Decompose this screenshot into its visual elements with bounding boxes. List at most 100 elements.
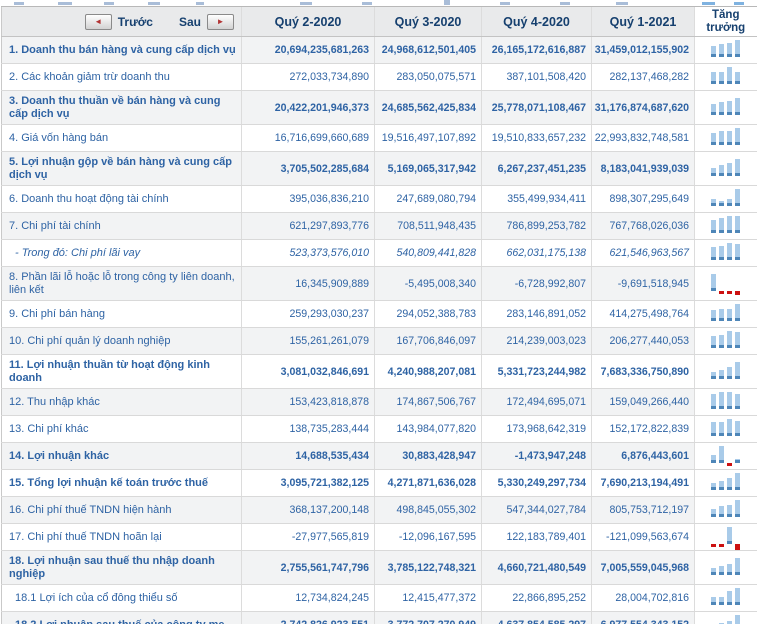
table-row: 3. Doanh thu thuần về bán hàng và cung c… bbox=[1, 90, 757, 126]
value-cell: 4,660,721,480,549 bbox=[481, 550, 592, 586]
value-cell: 7,683,336,750,890 bbox=[591, 354, 695, 390]
value-cell: 662,031,175,138 bbox=[481, 239, 592, 268]
next-period-button[interactable]: ► bbox=[207, 13, 234, 30]
previous-label: Trước bbox=[117, 14, 153, 29]
column-header-quarter-1: Quý 2-2020 bbox=[241, 5, 375, 38]
value-cell: 24,968,612,501,405 bbox=[374, 36, 482, 65]
value-cell: 4,271,871,636,028 bbox=[374, 469, 482, 498]
value-cell: 6,267,237,451,235 bbox=[481, 151, 592, 187]
right-arrow-icon: ► bbox=[216, 16, 225, 26]
growth-sparkline bbox=[694, 442, 757, 471]
table-row: 14. Lợi nhuận khác 14,688,535,434 30,883,4… bbox=[1, 442, 757, 471]
row-label: 12. Thu nhập khác bbox=[1, 388, 242, 417]
row-label: 11. Lợi nhuận thuần từ hoạt động kinh do… bbox=[1, 354, 242, 390]
growth-sparkline bbox=[694, 239, 757, 268]
growth-sparkline bbox=[694, 496, 757, 525]
value-cell: 31,176,874,687,620 bbox=[591, 90, 695, 126]
value-cell: 621,297,893,776 bbox=[241, 212, 375, 241]
table-row: 7. Chi phí tài chính 621,297,893,776 708,5… bbox=[1, 212, 757, 241]
value-cell: 387,101,508,420 bbox=[481, 63, 592, 92]
growth-sparkline bbox=[694, 354, 757, 390]
next-label: Sau bbox=[178, 14, 201, 29]
value-cell: -12,096,167,595 bbox=[374, 523, 482, 552]
table-row: 2. Các khoản giảm trừ doanh thu 272,033,7… bbox=[1, 63, 757, 92]
table-row: - Trong đó: Chi phí lãi vay 523,373,576,0… bbox=[1, 239, 757, 268]
row-label: - Trong đó: Chi phí lãi vay bbox=[1, 239, 242, 268]
growth-sparkline bbox=[694, 185, 757, 214]
value-cell: 247,689,080,794 bbox=[374, 185, 482, 214]
value-cell: 26,165,172,616,887 bbox=[481, 36, 592, 65]
value-cell: 173,968,642,319 bbox=[481, 415, 592, 444]
value-cell: -5,495,008,340 bbox=[374, 266, 482, 302]
table-row: 17. Chi phí thuế TNDN hoãn lại -27,977,56… bbox=[1, 523, 757, 552]
table-row: 8. Phần lãi lỗ hoặc lỗ trong công ty liê… bbox=[1, 266, 757, 302]
value-cell: 805,753,712,197 bbox=[591, 496, 695, 525]
growth-sparkline bbox=[694, 611, 757, 624]
table-row: 10. Chi phí quản lý doanh nghiệp 155,261,… bbox=[1, 327, 757, 356]
value-cell: 153,423,818,878 bbox=[241, 388, 375, 417]
value-cell: -1,473,947,248 bbox=[481, 442, 592, 471]
row-label: 3. Doanh thu thuần về bán hàng và cung c… bbox=[1, 90, 242, 126]
income-statement-table: ◄ Trước Sau ► Quý 2-2020 Quý 3-2020 Quý 4-… bbox=[1, 5, 757, 624]
growth-column-header: Tăng trưởng bbox=[694, 5, 757, 38]
value-cell: 22,993,832,748,581 bbox=[591, 124, 695, 153]
growth-sparkline bbox=[694, 90, 757, 126]
value-cell: 6,977,554,343,152 bbox=[591, 611, 695, 624]
column-header-quarter-3: Quý 4-2020 bbox=[481, 5, 592, 38]
row-label: 14. Lợi nhuận khác bbox=[1, 442, 242, 471]
growth-sparkline bbox=[694, 124, 757, 153]
row-label: 17. Chi phí thuế TNDN hoãn lại bbox=[1, 523, 242, 552]
value-cell: 272,033,734,890 bbox=[241, 63, 375, 92]
value-cell: 12,734,824,245 bbox=[241, 584, 375, 613]
value-cell: 5,330,249,297,734 bbox=[481, 469, 592, 498]
value-cell: 143,984,077,820 bbox=[374, 415, 482, 444]
growth-sparkline bbox=[694, 327, 757, 356]
table-row: 6. Doanh thu hoạt động tài chính 395,036,… bbox=[1, 185, 757, 214]
clipped-previous-row-strip bbox=[0, 0, 757, 6]
value-cell: 2,742,826,923,551 bbox=[241, 611, 375, 624]
row-label: 4. Giá vốn hàng bán bbox=[1, 124, 242, 153]
value-cell: 283,146,891,052 bbox=[481, 300, 592, 329]
row-label: 18.2 Lợi nhuận sau thuế của công ty mẹ bbox=[1, 611, 242, 624]
row-label: 16. Chi phí thuế TNDN hiện hành bbox=[1, 496, 242, 525]
value-cell: 786,899,253,782 bbox=[481, 212, 592, 241]
value-cell: 540,809,441,828 bbox=[374, 239, 482, 268]
value-cell: 3,095,721,382,125 bbox=[241, 469, 375, 498]
previous-period-button[interactable]: ◄ bbox=[84, 13, 112, 30]
value-cell: 3,705,502,285,684 bbox=[241, 151, 375, 187]
value-cell: -27,977,565,819 bbox=[241, 523, 375, 552]
value-cell: 3,081,032,846,691 bbox=[241, 354, 375, 390]
value-cell: 282,137,468,282 bbox=[591, 63, 695, 92]
value-cell: 8,183,041,939,039 bbox=[591, 151, 695, 187]
value-cell: 368,137,200,148 bbox=[241, 496, 375, 525]
value-cell: 283,050,075,571 bbox=[374, 63, 482, 92]
value-cell: -121,099,563,674 bbox=[591, 523, 695, 552]
growth-sparkline bbox=[694, 300, 757, 329]
value-cell: 31,459,012,155,902 bbox=[591, 36, 695, 65]
value-cell: -6,728,992,807 bbox=[481, 266, 592, 302]
value-cell: 621,546,963,567 bbox=[591, 239, 695, 268]
value-cell: 172,494,695,071 bbox=[481, 388, 592, 417]
value-cell: 708,511,948,435 bbox=[374, 212, 482, 241]
row-label: 6. Doanh thu hoạt động tài chính bbox=[1, 185, 242, 214]
value-cell: 138,735,283,444 bbox=[241, 415, 375, 444]
growth-sparkline bbox=[694, 36, 757, 65]
row-label: 7. Chi phí tài chính bbox=[1, 212, 242, 241]
value-cell: 767,768,026,036 bbox=[591, 212, 695, 241]
growth-sparkline bbox=[694, 584, 757, 613]
table-row: 16. Chi phí thuế TNDN hiện hành 368,137,2… bbox=[1, 496, 757, 525]
growth-sparkline bbox=[694, 63, 757, 92]
value-cell: 498,845,055,302 bbox=[374, 496, 482, 525]
row-label: 10. Chi phí quản lý doanh nghiệp bbox=[1, 327, 242, 356]
value-cell: 523,373,576,010 bbox=[241, 239, 375, 268]
left-arrow-icon: ◄ bbox=[94, 16, 103, 26]
table-row: 15. Tổng lợi nhuận kế toán trước thuế 3,0… bbox=[1, 469, 757, 498]
growth-sparkline bbox=[694, 523, 757, 552]
value-cell: 28,004,702,816 bbox=[591, 584, 695, 613]
table-row: 9. Chi phí bán hàng 259,293,030,237 294,05… bbox=[1, 300, 757, 329]
growth-sparkline bbox=[694, 388, 757, 417]
row-label: 8. Phần lãi lỗ hoặc lỗ trong công ty liê… bbox=[1, 266, 242, 302]
value-cell: 155,261,261,079 bbox=[241, 327, 375, 356]
value-cell: 16,345,909,889 bbox=[241, 266, 375, 302]
